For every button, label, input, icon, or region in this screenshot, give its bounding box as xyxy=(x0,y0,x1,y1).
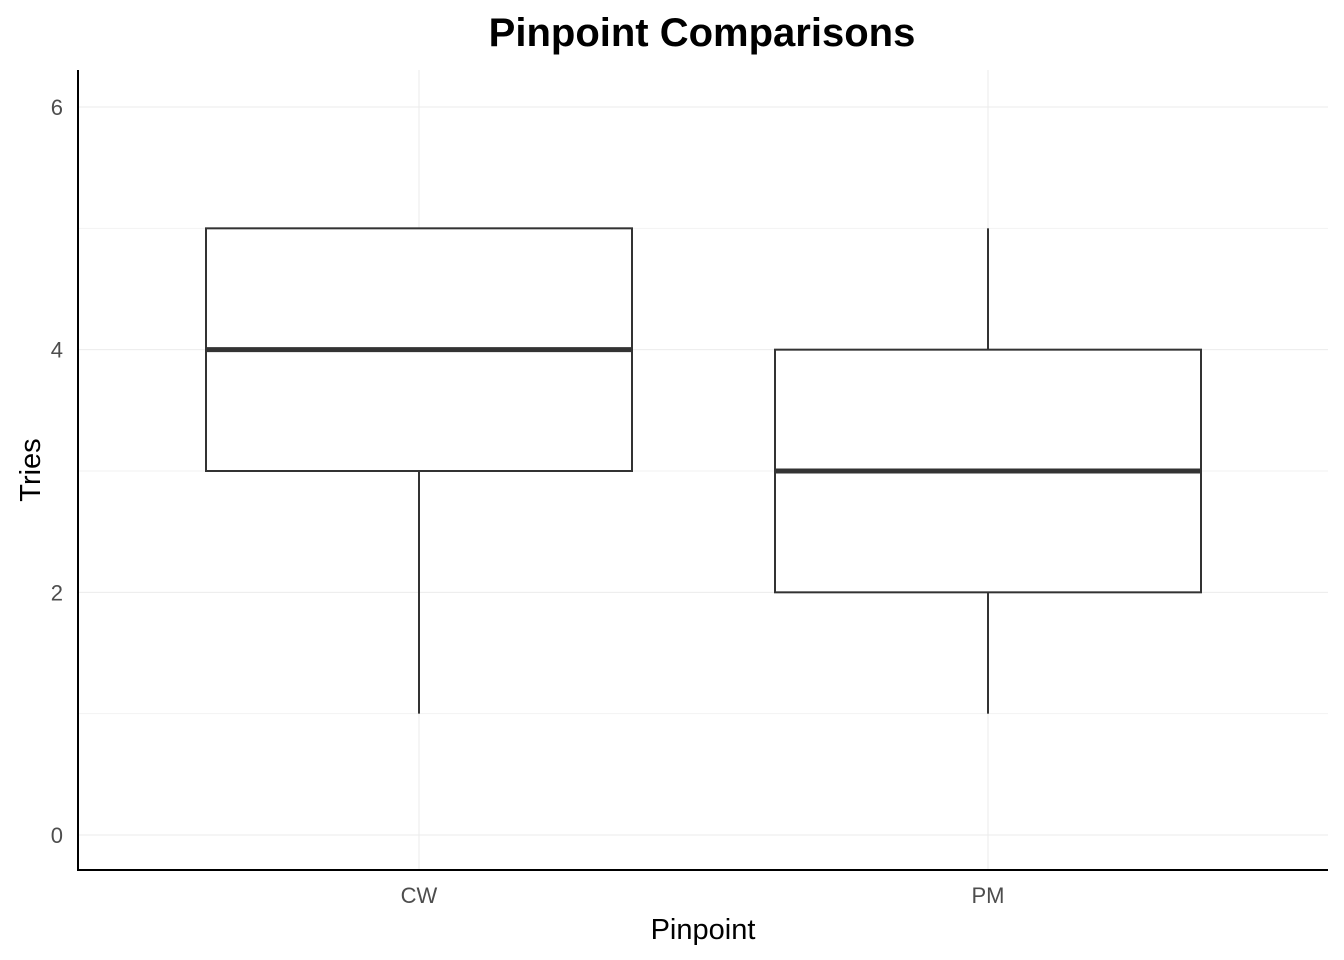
x-tick-labels: CW PM xyxy=(401,883,1005,908)
axes xyxy=(77,70,1328,871)
y-tick-label: 0 xyxy=(51,823,63,848)
chart-title: Pinpoint Comparisons xyxy=(489,11,916,55)
x-tick-label: CW xyxy=(401,883,438,908)
y-tick-label: 6 xyxy=(51,95,63,120)
box-cw xyxy=(205,227,633,714)
boxes xyxy=(205,227,1202,714)
y-axis-title: Tries xyxy=(15,438,47,501)
box-pm xyxy=(774,228,1202,714)
y-tick-label: 2 xyxy=(51,580,63,605)
y-tick-label: 4 xyxy=(51,338,63,363)
x-axis-title: Pinpoint xyxy=(651,914,756,946)
y-tick-labels: 0 2 4 6 xyxy=(51,95,63,848)
x-tick-label: PM xyxy=(972,883,1005,908)
